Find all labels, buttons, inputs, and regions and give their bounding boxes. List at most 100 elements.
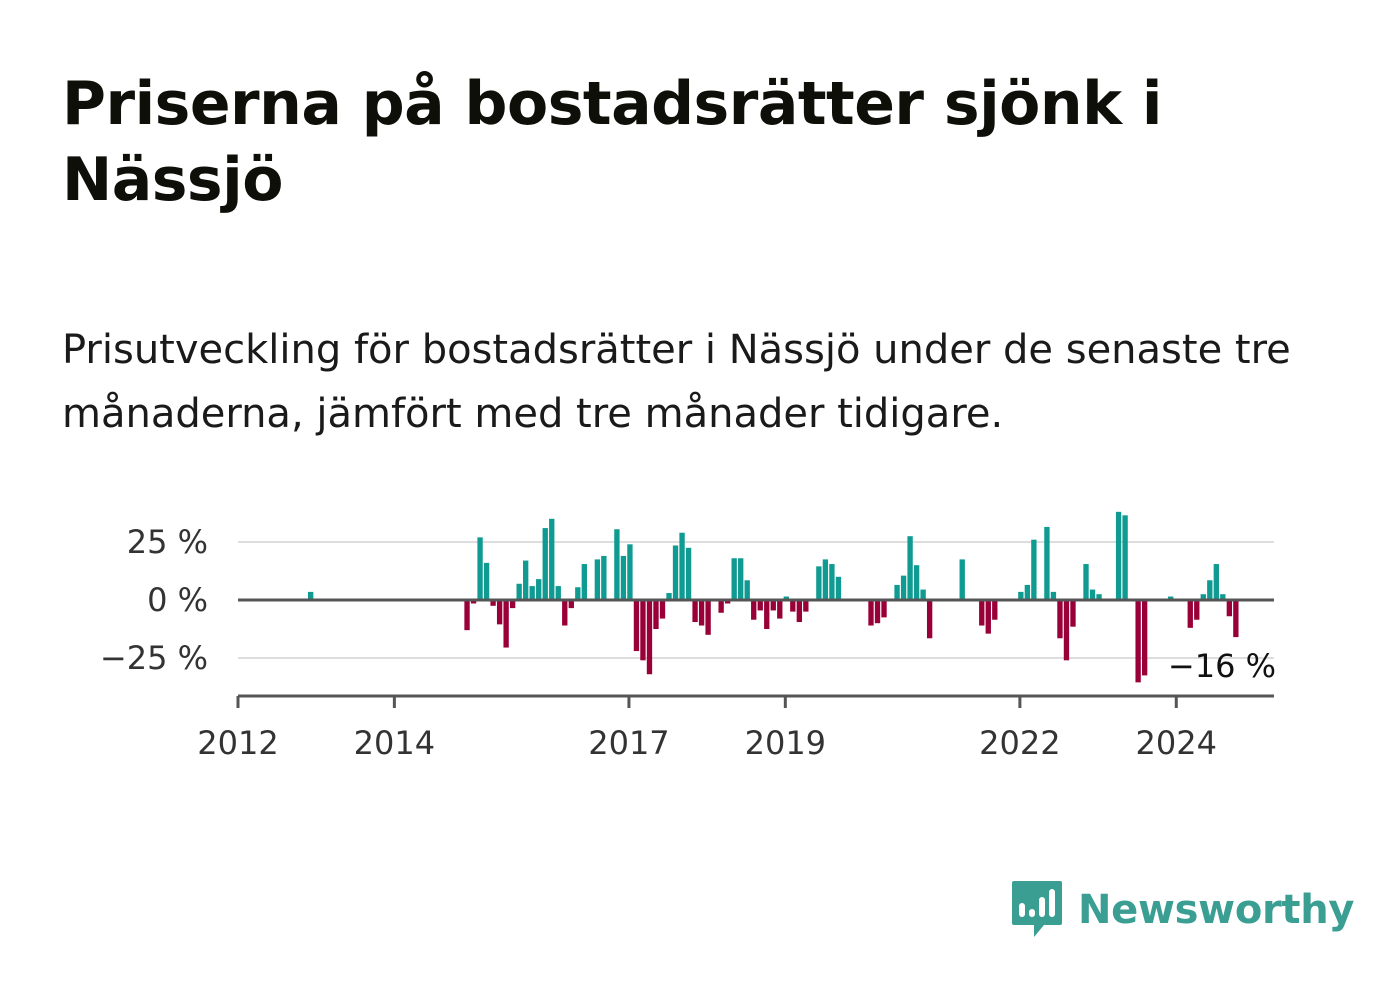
bar bbox=[633, 600, 640, 652]
bar bbox=[744, 580, 750, 600]
bar bbox=[496, 600, 503, 625]
x-tick-label: 2019 bbox=[745, 724, 826, 762]
bar bbox=[1089, 589, 1096, 600]
gridlines bbox=[238, 541, 1274, 659]
bar bbox=[575, 587, 581, 600]
bar bbox=[1168, 596, 1174, 600]
bar bbox=[783, 596, 789, 600]
bar bbox=[777, 600, 783, 619]
bar bbox=[653, 600, 659, 629]
bar bbox=[868, 600, 874, 626]
bar bbox=[685, 547, 692, 600]
bar bbox=[881, 600, 887, 618]
bar bbox=[1057, 600, 1063, 639]
bar bbox=[1044, 526, 1050, 600]
bar bbox=[568, 600, 574, 609]
bar bbox=[542, 528, 548, 600]
bar bbox=[470, 600, 477, 604]
bar bbox=[483, 562, 490, 600]
x-tick-label: 2014 bbox=[354, 724, 435, 762]
bar-chart: 25 % 0 % −25 % 2012 2014 2017 2019 2022 2024 −16 … bbox=[100, 511, 1276, 762]
bar bbox=[816, 566, 822, 600]
bar bbox=[894, 584, 900, 600]
x-tick-label: 2024 bbox=[1136, 724, 1217, 762]
bar bbox=[1141, 600, 1148, 676]
x-tick-label: 2012 bbox=[197, 724, 278, 762]
bar bbox=[509, 600, 516, 609]
bar bbox=[1115, 511, 1122, 600]
y-tick-label: −25 % bbox=[100, 639, 208, 677]
bar bbox=[731, 558, 737, 600]
bar bbox=[549, 518, 555, 600]
bar bbox=[835, 576, 842, 600]
bar bbox=[555, 586, 561, 600]
bar bbox=[581, 564, 587, 600]
bar bbox=[601, 555, 607, 600]
bar bbox=[679, 532, 685, 600]
bar bbox=[1050, 591, 1057, 600]
bar bbox=[490, 600, 496, 606]
bar bbox=[751, 600, 757, 620]
bar bbox=[659, 600, 666, 619]
bar bbox=[692, 600, 698, 623]
axes: 25 % 0 % −25 % 2012 2014 2017 2019 2022 2024 −16 … bbox=[100, 523, 1276, 762]
y-tick-label: 25 % bbox=[127, 523, 208, 561]
bar bbox=[1063, 600, 1070, 661]
bar bbox=[1135, 600, 1141, 683]
newsworthy-logo-icon bbox=[1012, 881, 1062, 937]
x-tick-label: 2022 bbox=[979, 724, 1060, 762]
bar bbox=[1122, 515, 1128, 600]
bar bbox=[738, 558, 744, 600]
bar bbox=[979, 600, 985, 626]
bar bbox=[796, 600, 802, 623]
bar bbox=[992, 600, 998, 620]
bar bbox=[757, 600, 763, 611]
bar bbox=[640, 600, 646, 661]
bar bbox=[646, 600, 653, 675]
bar bbox=[1018, 591, 1024, 600]
bar bbox=[822, 559, 829, 600]
bar bbox=[829, 564, 835, 600]
bar bbox=[536, 579, 542, 600]
bar bbox=[1226, 600, 1233, 617]
bar bbox=[308, 591, 314, 600]
bar bbox=[614, 529, 620, 600]
bar bbox=[803, 600, 809, 612]
bar bbox=[913, 565, 920, 600]
bar bbox=[1194, 600, 1200, 620]
bar bbox=[503, 600, 509, 648]
bar bbox=[985, 600, 991, 634]
bar bbox=[516, 583, 522, 600]
bar bbox=[920, 589, 926, 600]
bar bbox=[790, 600, 796, 612]
chart-subtitle: Prisutveckling för bostadsrätter i Nässj… bbox=[62, 327, 1291, 437]
bar bbox=[1213, 564, 1219, 600]
bar bbox=[900, 575, 907, 600]
bar bbox=[1207, 580, 1213, 600]
bar bbox=[718, 600, 724, 613]
bar bbox=[464, 600, 470, 631]
bar bbox=[620, 555, 627, 600]
bar bbox=[1031, 539, 1037, 600]
chart-title: Priserna på bostadsrätter sjönk i Nässjö bbox=[62, 69, 1162, 215]
bar bbox=[1024, 584, 1031, 600]
bar bbox=[1200, 594, 1206, 600]
bar bbox=[1070, 600, 1076, 627]
bar bbox=[594, 559, 601, 600]
bar bbox=[959, 559, 965, 600]
bars bbox=[308, 511, 1239, 683]
bar bbox=[477, 537, 483, 600]
bar bbox=[666, 593, 672, 600]
bar bbox=[1233, 600, 1239, 638]
bar bbox=[770, 600, 776, 611]
bar bbox=[724, 600, 731, 604]
bar bbox=[698, 600, 705, 626]
x-tick-label: 2017 bbox=[588, 724, 669, 762]
y-tick-label: 0 % bbox=[147, 581, 208, 619]
brand-name: Newsworthy bbox=[1078, 887, 1355, 933]
bar bbox=[705, 600, 711, 635]
bar bbox=[1096, 594, 1102, 600]
bar bbox=[907, 536, 913, 600]
bar bbox=[764, 600, 770, 629]
bar bbox=[672, 545, 679, 600]
